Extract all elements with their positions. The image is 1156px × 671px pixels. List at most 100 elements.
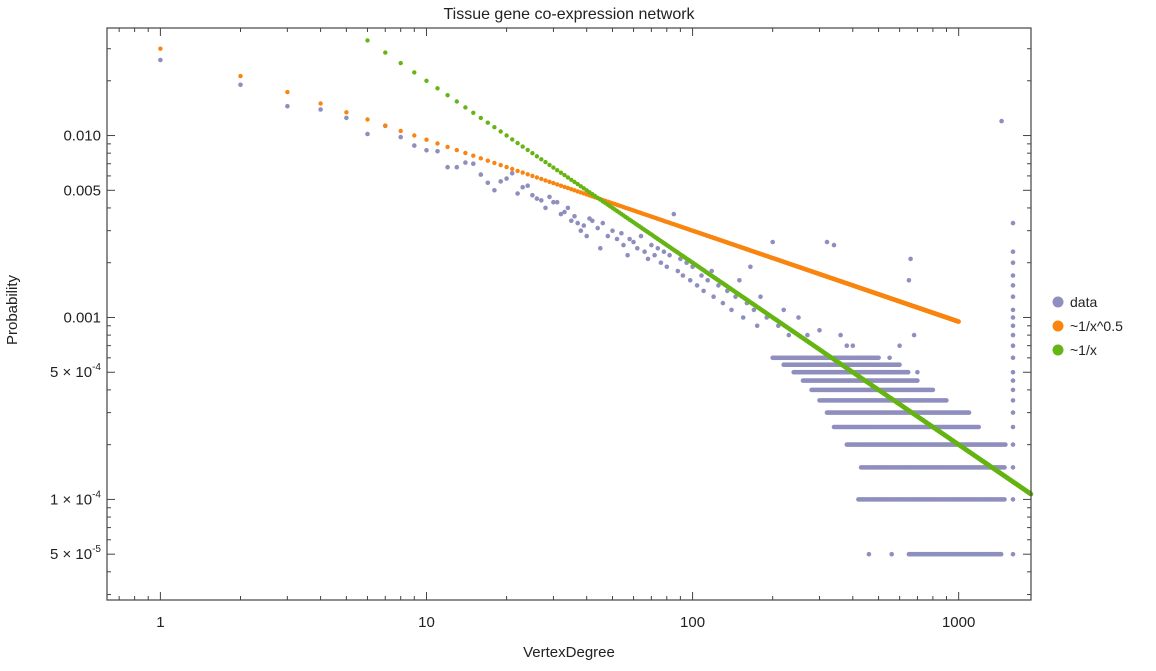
y-tick-label: 0.005 <box>63 182 101 199</box>
fit-sqrt-point <box>530 173 535 179</box>
data-point <box>652 252 657 258</box>
data-point <box>889 551 894 557</box>
fit-inverse-point <box>365 38 370 43</box>
data-point <box>539 198 544 203</box>
data-point <box>1010 273 1016 278</box>
data-point <box>645 256 651 262</box>
data-point <box>625 252 630 258</box>
fit-sqrt-point <box>383 123 388 128</box>
data-point <box>530 192 535 198</box>
fit-sqrt-point <box>565 185 571 191</box>
data-point <box>581 223 587 228</box>
data-point <box>621 242 626 248</box>
data-point <box>642 249 647 254</box>
data-point <box>1010 249 1016 254</box>
data-point <box>619 231 624 236</box>
data-point <box>520 184 525 190</box>
x-axis-label: VertexDegree <box>523 644 615 661</box>
data-point <box>998 551 1004 557</box>
data-point <box>781 307 786 313</box>
data-point <box>1010 294 1016 300</box>
data-point <box>158 57 163 63</box>
data-point <box>758 294 763 300</box>
data-point <box>680 273 686 278</box>
data-point <box>897 343 902 349</box>
legend-label: data <box>1070 294 1097 310</box>
fit-inverse-point <box>383 50 388 55</box>
data-point <box>627 236 632 242</box>
fit-sqrt-point <box>318 101 323 106</box>
fit-sqrt-point <box>463 150 468 156</box>
fit-sqrt-point <box>498 162 503 168</box>
fit-inverse-point <box>543 159 548 165</box>
data-point <box>463 160 468 165</box>
x-tick-label: 10 <box>418 614 435 631</box>
data-point <box>661 249 667 254</box>
fit-inverse-point <box>412 70 417 75</box>
y-tick-label: 0.001 <box>63 309 101 326</box>
data-point <box>966 410 972 415</box>
data-point <box>805 332 810 338</box>
data-point <box>398 134 404 140</box>
data-point <box>572 214 577 219</box>
data-point <box>569 218 574 224</box>
y-tick-label-base: 5 × 10 <box>50 546 92 563</box>
fit-inverse-point <box>575 181 580 187</box>
data-point <box>944 398 949 403</box>
legend-swatch <box>1052 344 1064 356</box>
data-point <box>671 211 677 217</box>
fit-sqrt-point <box>285 89 290 95</box>
fit-sqrt-point <box>238 73 243 79</box>
data-point <box>915 378 920 383</box>
fit-inverse-point <box>504 133 509 138</box>
data-point <box>614 236 620 242</box>
fit-inverse-point <box>445 93 450 98</box>
data-point <box>1010 307 1016 313</box>
data-point <box>600 220 606 226</box>
data-point <box>711 294 716 300</box>
data-point <box>584 233 589 239</box>
fit-inverse-point <box>547 162 552 168</box>
data-point <box>562 209 567 215</box>
data-point <box>664 264 670 270</box>
data-point <box>445 164 450 170</box>
data-point <box>906 278 912 283</box>
fit-sqrt-point <box>471 153 476 158</box>
fit-inverse-point <box>534 154 540 159</box>
data-point <box>694 283 700 288</box>
data-point <box>770 239 775 245</box>
y-tick-label-base: 5 × 10 <box>50 364 92 381</box>
y-tick-label-base: 0.001 <box>63 309 101 326</box>
legend-swatch <box>1052 320 1064 332</box>
data-point <box>1010 387 1016 393</box>
data-point <box>976 424 981 430</box>
fit-sqrt-point <box>543 178 548 183</box>
data-point <box>605 233 611 239</box>
y-tick-label-exponent: -4 <box>92 362 101 373</box>
data-point <box>1010 369 1016 375</box>
data-point <box>729 307 734 313</box>
fit-sqrt-point <box>539 176 544 182</box>
data-point <box>655 246 661 251</box>
data-point <box>1002 465 1007 470</box>
data-point <box>1010 465 1016 470</box>
data-point <box>887 355 892 361</box>
data-point <box>737 278 742 283</box>
data-point <box>590 218 595 224</box>
y-tick-label-base: 1 × 10 <box>50 491 92 508</box>
data-point <box>638 233 644 239</box>
data-point <box>1003 442 1008 447</box>
data-point <box>838 332 843 338</box>
data-point <box>875 355 880 361</box>
fit-sqrt-point <box>365 117 370 122</box>
data-point <box>435 148 440 154</box>
data-point <box>1010 315 1016 320</box>
data-point <box>915 369 920 375</box>
data-point <box>687 278 693 283</box>
fit-inverse-point <box>485 120 490 125</box>
fit-inverse-point <box>435 86 440 91</box>
data-point <box>701 288 706 294</box>
data-point <box>412 143 417 148</box>
fit-inverse-point <box>569 177 574 182</box>
data-point <box>1010 398 1016 403</box>
